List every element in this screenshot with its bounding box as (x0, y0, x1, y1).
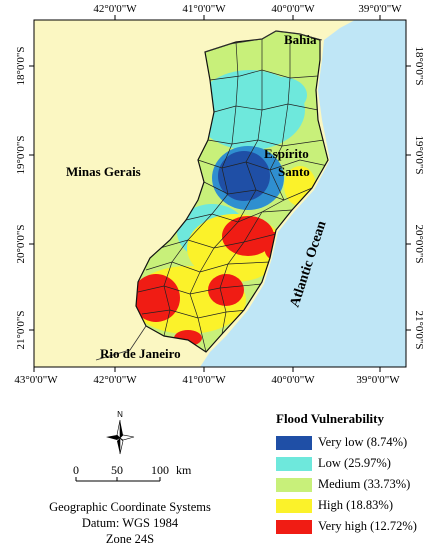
crs-line-3: Zone 24S (105, 532, 155, 546)
right-label-18s: 18°0'0"S (413, 47, 425, 86)
ocean (200, 20, 406, 367)
legend-label-high: High (18.83%) (318, 498, 393, 512)
legend-label-medium: Medium (33.73%) (318, 477, 411, 491)
bottom-label-40w: 40°0'0"W (271, 374, 315, 386)
rio-border (95, 325, 147, 361)
label-santo: Santo (278, 164, 310, 179)
coordinate-system-note: Geographic Coordinate Systems Datum: WGS… (40, 499, 220, 547)
bottom-label-42w: 42°0'0"W (93, 374, 137, 386)
legend-label-very-low: Very low (8.74%) (318, 435, 408, 449)
north-arrow-icon: N (106, 410, 135, 455)
top-label-41w: 41°0'0"W (182, 3, 226, 15)
state-outline (135, 30, 329, 353)
label-bahia: Bahia (284, 32, 317, 47)
right-label-20s: 20°0'0"S (413, 225, 425, 264)
legend-swatch-low (276, 456, 312, 471)
north-label: N (117, 410, 123, 419)
legend-item-very-low: Very low (8.74%) (276, 432, 436, 453)
legend-item-low: Low (25.97%) (276, 453, 436, 474)
municipality-borders (137, 39, 328, 352)
label-espirito: Espírito (264, 146, 309, 161)
legend-title: Flood Vulnerability (276, 411, 384, 426)
legend-label-low: Low (25.97%) (318, 456, 391, 470)
left-label-21s: 21°0'0"S (15, 311, 27, 350)
right-label-21s: 21°0'0"S (413, 311, 425, 350)
scale-unit: km (176, 463, 192, 477)
legend-swatch-high (276, 498, 312, 513)
top-label-39w: 39°0'0"W (358, 3, 402, 15)
left-label-18s: 18°0'0"S (15, 47, 27, 86)
left-label-20s: 20°0'0"S (15, 225, 27, 264)
legend-swatch-very-high (276, 519, 312, 534)
bottom-label-39w: 39°0'0"W (356, 374, 400, 386)
left-label-19s: 19°0'0"S (15, 136, 27, 175)
crs-line-1: Geographic Coordinate Systems (49, 500, 211, 514)
crs-line-2: Datum: WGS 1984 (81, 516, 179, 530)
legend-item-very-high: Very high (12.72%) (276, 516, 436, 537)
top-label-42w: 42°0'0"W (93, 3, 137, 15)
scale-bar: 0 50 100 km (73, 463, 192, 482)
legend-item-medium: Medium (33.73%) (276, 474, 436, 495)
legend-swatch-very-low (276, 435, 312, 450)
legend-label-very-high: Very high (12.72%) (318, 519, 417, 533)
map-frame (33, 19, 407, 368)
legend: Flood Vulnerability Very low (8.74%) Low… (276, 411, 436, 537)
espirito-santo-state (136, 31, 328, 352)
bahia-border (204, 30, 323, 53)
label-rio-de-janeiro: Rio de Janeiro (100, 346, 181, 361)
right-label-19s: 19°0'0"S (413, 136, 425, 175)
map-body (34, 20, 406, 367)
top-label-40w: 40°0'0"W (271, 3, 315, 15)
label-minas-gerais: Minas Gerais (66, 164, 141, 179)
flood-vulnerability-map: 42°0'0"W 41°0'0"W 40°0'0"W 39°0'0"W 43°0… (14, 3, 425, 386)
bottom-label-43w: 43°0'0"W (14, 374, 58, 386)
scale-label-100: 100 (151, 463, 169, 477)
legend-swatch-medium (276, 477, 312, 492)
bottom-label-41w: 41°0'0"W (182, 374, 226, 386)
graticule-ticks (29, 15, 411, 372)
legend-item-high: High (18.83%) (276, 495, 436, 516)
scale-label-50: 50 (111, 463, 123, 477)
scale-label-0: 0 (73, 463, 79, 477)
